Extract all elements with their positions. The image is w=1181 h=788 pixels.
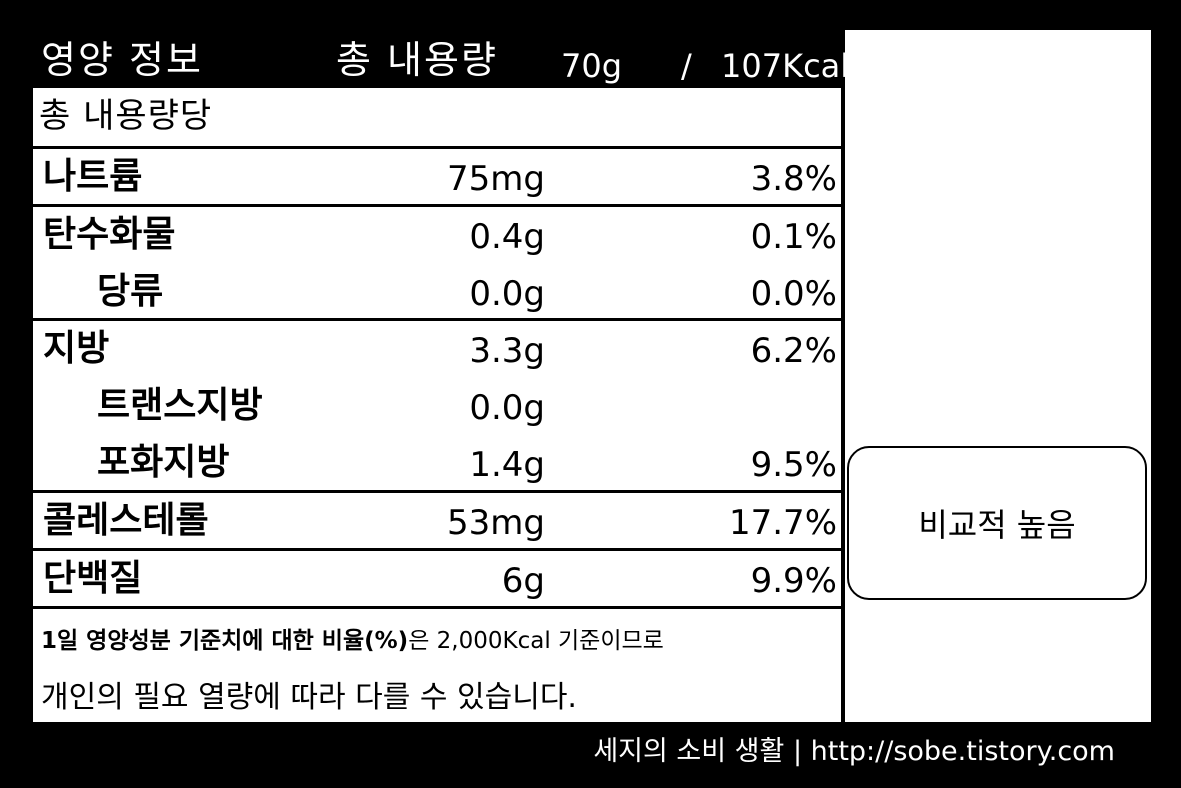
nutrient-name: 콜레스테롤 [43, 500, 209, 541]
nutrient-name: 탄수화물 [43, 214, 176, 255]
nutrient-name: 포화지방 [97, 442, 230, 483]
nutrient-percent: 9.9% [750, 561, 837, 601]
nutrient-name: 나트륨 [43, 156, 143, 197]
divider [33, 146, 841, 149]
footnote-line-1: 1일 영양성분 기준치에 대한 비율(%)은 2,000Kcal 기준이므로 [41, 626, 664, 656]
footnote-text: 은 2,000Kcal 기준이므로 [408, 628, 664, 654]
nutrient-percent: 17.7% [728, 503, 837, 543]
nutrient-name: 단백질 [43, 558, 143, 599]
nutrient-row-fat: 지방 3.3g 6.2% [33, 321, 841, 378]
nutrient-percent: 6.2% [750, 331, 837, 371]
nutrient-amount: 53mg [447, 503, 545, 543]
nutrient-row-protein: 단백질 6g 9.9% [33, 551, 841, 608]
nutrient-row-carbohydrate: 탄수화물 0.4g 0.1% [33, 207, 841, 264]
divider [33, 204, 841, 207]
nutrition-label: 영양 정보 총 내용량 70g / 107Kcal 총 내용량당 나트륨 75m… [33, 30, 849, 722]
label-header: 영양 정보 총 내용량 70g / 107Kcal [33, 30, 849, 88]
divider [33, 548, 841, 551]
total-content-label: 총 내용량 [336, 38, 498, 82]
nutrient-name: 당류 [97, 271, 164, 312]
nutrient-row-sodium: 나트륨 75mg 3.8% [33, 149, 841, 206]
divider [33, 490, 841, 493]
nutrient-amount: 3.3g [469, 331, 545, 371]
footnote-line-2: 개인의 필요 열량에 따라 다를 수 있습니다. [41, 680, 577, 715]
label-title: 영양 정보 [41, 38, 203, 82]
nutrient-amount: 6g [501, 561, 545, 601]
nutrient-row-sugars: 당류 0.0g 0.0% [33, 264, 841, 321]
total-calories: 107Kcal [721, 47, 850, 85]
nutrient-name: 트랜스지방 [97, 385, 263, 426]
nutrient-percent: 3.8% [750, 159, 837, 199]
rating-text: 비교적 높음 [918, 506, 1076, 544]
nutrient-amount: 0.0g [469, 274, 545, 314]
nutrient-row-trans-fat: 트랜스지방 0.0g [33, 378, 841, 435]
per-serving-label: 총 내용량당 [39, 96, 213, 136]
nutrient-percent: 0.1% [750, 217, 837, 257]
nutrient-name: 지방 [43, 328, 110, 369]
header-separator: / [681, 47, 692, 85]
blog-credit: 세지의 소비 생활 | http://sobe.tistory.com [593, 736, 1115, 767]
total-weight: 70g [561, 47, 623, 85]
nutrient-amount: 1.4g [469, 445, 545, 485]
nutrient-amount: 75mg [447, 159, 545, 199]
divider [33, 606, 841, 609]
rating-panel: 비교적 높음 [845, 30, 1151, 722]
nutrient-percent: 0.0% [750, 274, 837, 314]
nutrient-row-cholesterol: 콜레스테롤 53mg 17.7% [33, 493, 841, 550]
nutrient-amount: 0.0g [469, 388, 545, 428]
nutrient-percent: 9.5% [750, 445, 837, 485]
nutrient-row-saturated-fat: 포화지방 1.4g 9.5% [33, 435, 841, 492]
rating-badge: 비교적 높음 [847, 446, 1147, 600]
nutrient-amount: 0.4g [469, 217, 545, 257]
divider [33, 318, 841, 321]
footnote-bold-text: 1일 영양성분 기준치에 대한 비율(%) [41, 628, 409, 654]
